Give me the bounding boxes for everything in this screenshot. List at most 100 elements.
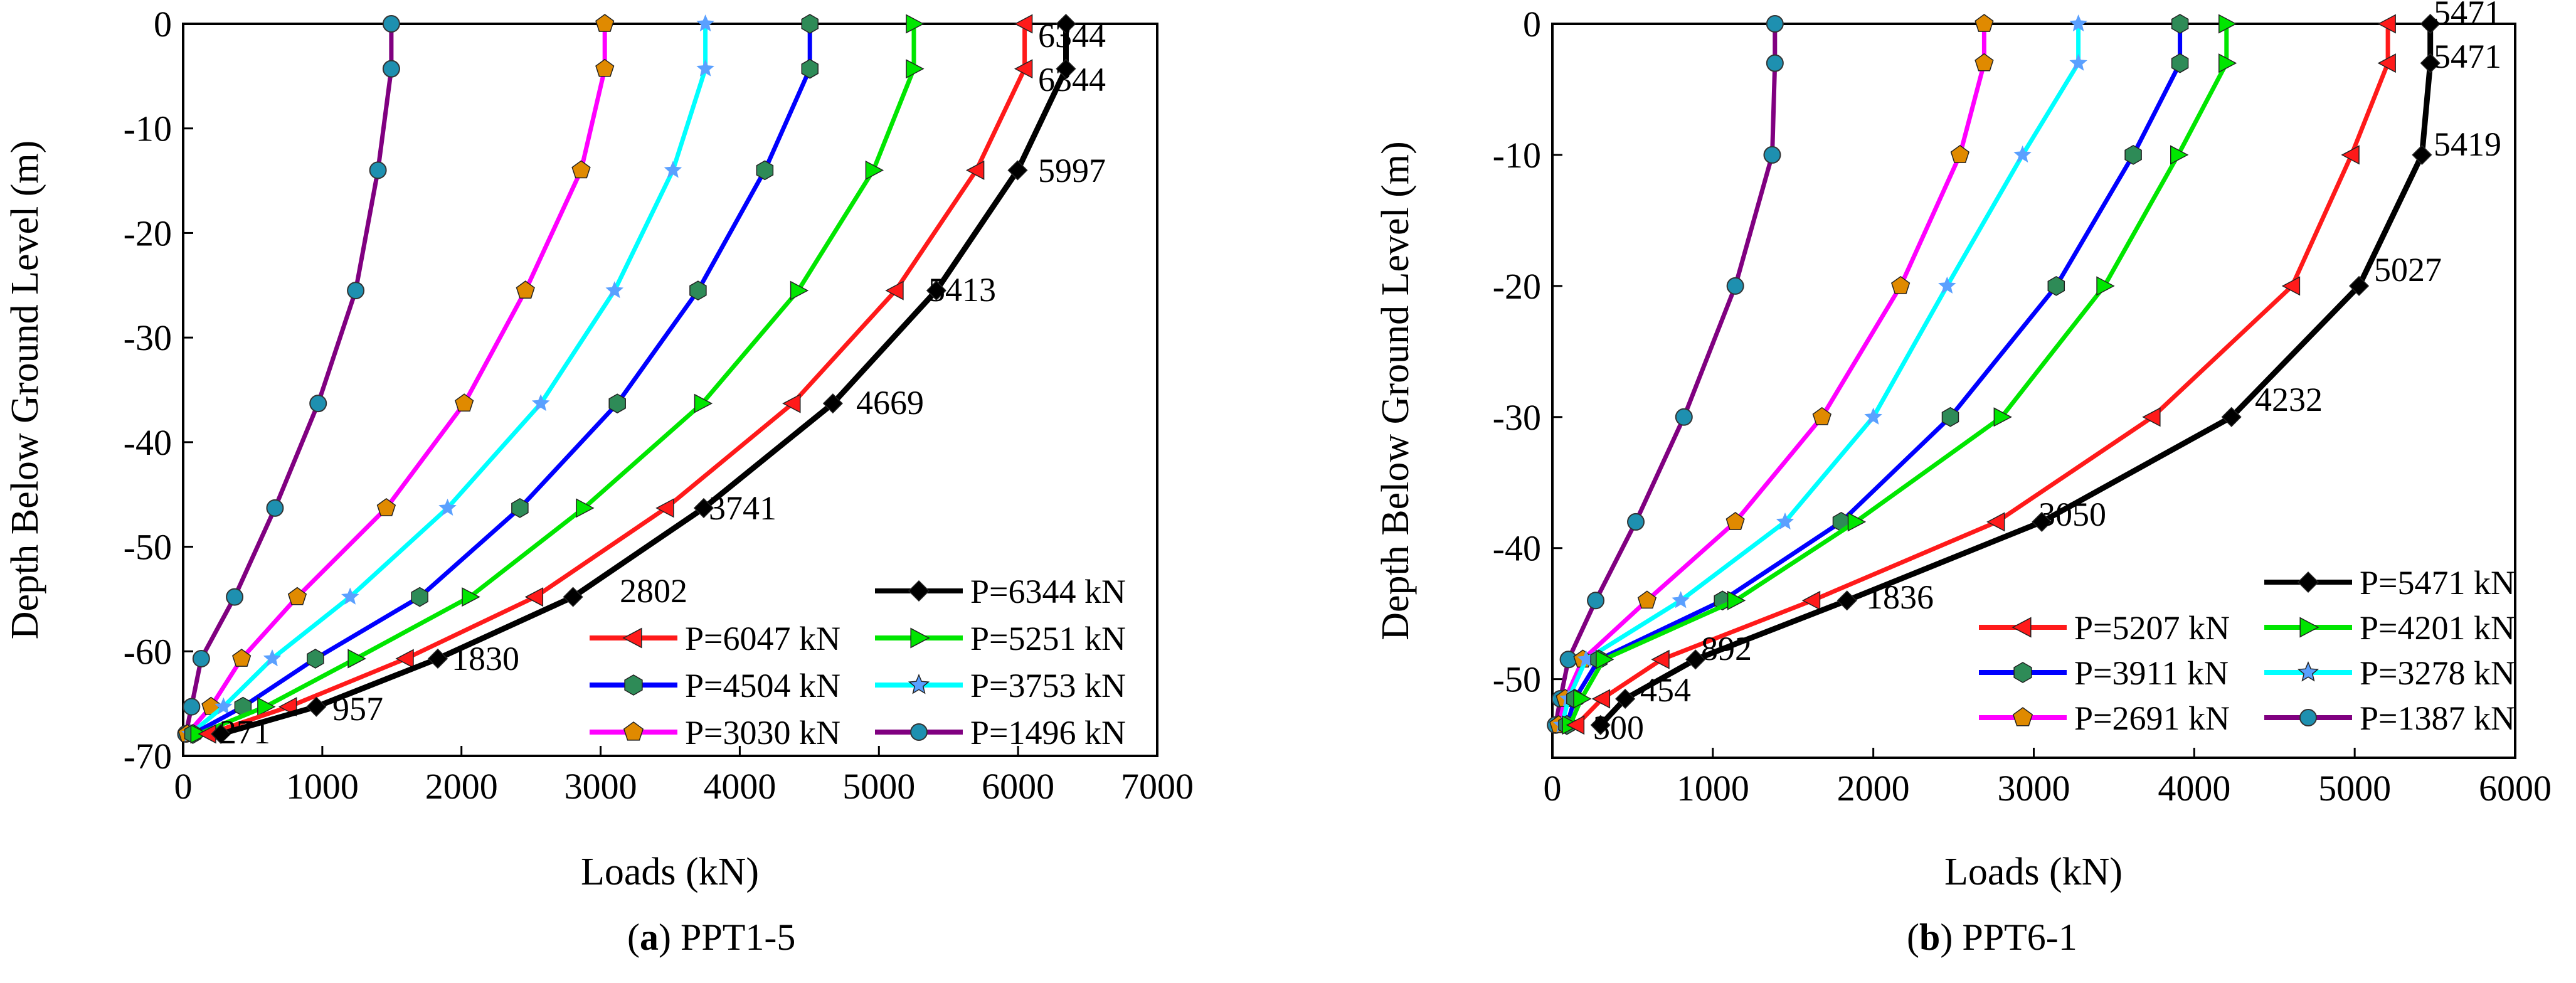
legend-item: P=5251 kN [875, 620, 1126, 657]
data-point [369, 161, 387, 179]
caption-a: (a) PPT1-5 [627, 917, 796, 958]
x-tick-label: 5000 [842, 766, 915, 807]
series-p-6344-kn [211, 13, 1076, 745]
data-point [2349, 275, 2370, 296]
y-tick-label: 0 [1523, 4, 1541, 45]
data-point [801, 14, 819, 34]
data-point [694, 393, 713, 413]
data-point [2032, 511, 2052, 532]
data-point [1056, 13, 1076, 35]
data-point [906, 14, 925, 34]
series-line [1574, 24, 2390, 727]
data-point [605, 281, 623, 299]
data-point [2142, 407, 2161, 427]
data-point [756, 160, 774, 181]
data-point [1559, 651, 1577, 669]
legend-marker [624, 674, 643, 696]
x-tick-label: 3000 [564, 766, 637, 807]
data-point [1974, 53, 1994, 72]
data-point [2420, 13, 2441, 35]
data-label: 5471 [2434, 38, 2501, 75]
legend-item: P=3278 kN [2264, 654, 2515, 692]
y-tick-label: -30 [1493, 397, 1541, 438]
legend-marker [2013, 662, 2032, 683]
legend-marker [908, 674, 930, 694]
data-point [1056, 58, 1076, 79]
data-point [411, 587, 428, 607]
data-label: 5419 [2434, 125, 2501, 163]
data-point [2047, 276, 2065, 296]
y-axis-label: Depth Below Ground Level (m) [4, 141, 46, 639]
legend-item: P=3030 kN [590, 714, 840, 752]
legend-label: P=5207 kN [2074, 609, 2230, 647]
y-tick-label: -40 [1493, 528, 1541, 569]
series-line [1559, 24, 2081, 726]
chart-panel-a: 0 1000 2000 3000 4000 5000 6000 7000 0 -10 -20 -30 -… [4, 4, 1194, 893]
data-point [347, 649, 366, 669]
x-tick-label: 0 [1544, 768, 1562, 809]
data-point [309, 395, 327, 413]
data-point [1801, 590, 1821, 610]
y-tick-label: -30 [124, 317, 172, 358]
data-point [226, 588, 244, 606]
y-tick-label: -60 [124, 631, 172, 672]
y-tick-label: 0 [154, 4, 172, 45]
legend-marker [910, 723, 928, 741]
series-p-2691-kn [1549, 14, 1994, 733]
data-point [1573, 689, 1592, 709]
series-line [191, 24, 812, 736]
data-point [376, 497, 396, 516]
data-point [696, 14, 714, 32]
data-point [232, 649, 252, 667]
series-line [1567, 24, 2229, 726]
data-point [2124, 145, 2142, 165]
x-tick-label: 7000 [1121, 766, 1194, 807]
legend-item: P=2691 kN [1979, 699, 2230, 737]
data-point [2341, 145, 2360, 165]
legend-label: P=1387 kN [2360, 699, 2515, 737]
legend: P=6344 kN P=6047 kN P=5251 kN P=4504 kN P=37… [590, 573, 1126, 752]
data-point [1941, 406, 1959, 427]
data-point [427, 648, 448, 669]
data-point [1651, 649, 1670, 669]
legend-label: P=3911 kN [2074, 654, 2229, 692]
data-point [865, 160, 884, 180]
data-point [1615, 688, 1636, 709]
legend-item: P=4201 kN [2264, 609, 2515, 647]
data-point [347, 282, 365, 300]
legend-marker [910, 627, 930, 649]
series-line [186, 24, 607, 736]
data-point [183, 698, 201, 716]
legend-label: P=2691 kN [2074, 699, 2230, 737]
series-line [220, 24, 1069, 737]
data-point [576, 498, 595, 518]
data-label: 892 [1701, 630, 1752, 667]
data-point [1014, 59, 1033, 79]
x-tick-label: 3000 [1998, 768, 2070, 809]
data-point [341, 587, 359, 605]
plot-frame [182, 23, 1158, 757]
data-point [1590, 715, 1611, 735]
data-point [1986, 512, 2005, 532]
data-point [266, 499, 284, 517]
data-label: 4232 [2255, 381, 2323, 418]
legend-label: P=5251 kN [970, 620, 1126, 657]
x-tick-label: 4000 [2158, 768, 2230, 809]
series-p-5207-kn [1566, 14, 2396, 735]
data-point [1938, 276, 1956, 294]
data-label: 300 [1593, 709, 1644, 747]
data-label: 1836 [1866, 578, 1934, 616]
data-label: 5997 [1038, 152, 1106, 189]
data-point [2218, 14, 2237, 34]
data-point [926, 280, 946, 301]
data-point [1596, 649, 1614, 669]
series-line [1553, 24, 1778, 726]
data-point [1766, 54, 1784, 72]
x-tick-label: 2000 [1837, 768, 1910, 809]
legend-item: P=6344 kN [875, 573, 1126, 610]
data-label: 454 [1640, 671, 1691, 709]
data-point [2412, 144, 2432, 165]
data-point [2281, 276, 2301, 296]
data-point [192, 649, 210, 667]
legend-label: P=5471 kN [2360, 564, 2515, 602]
